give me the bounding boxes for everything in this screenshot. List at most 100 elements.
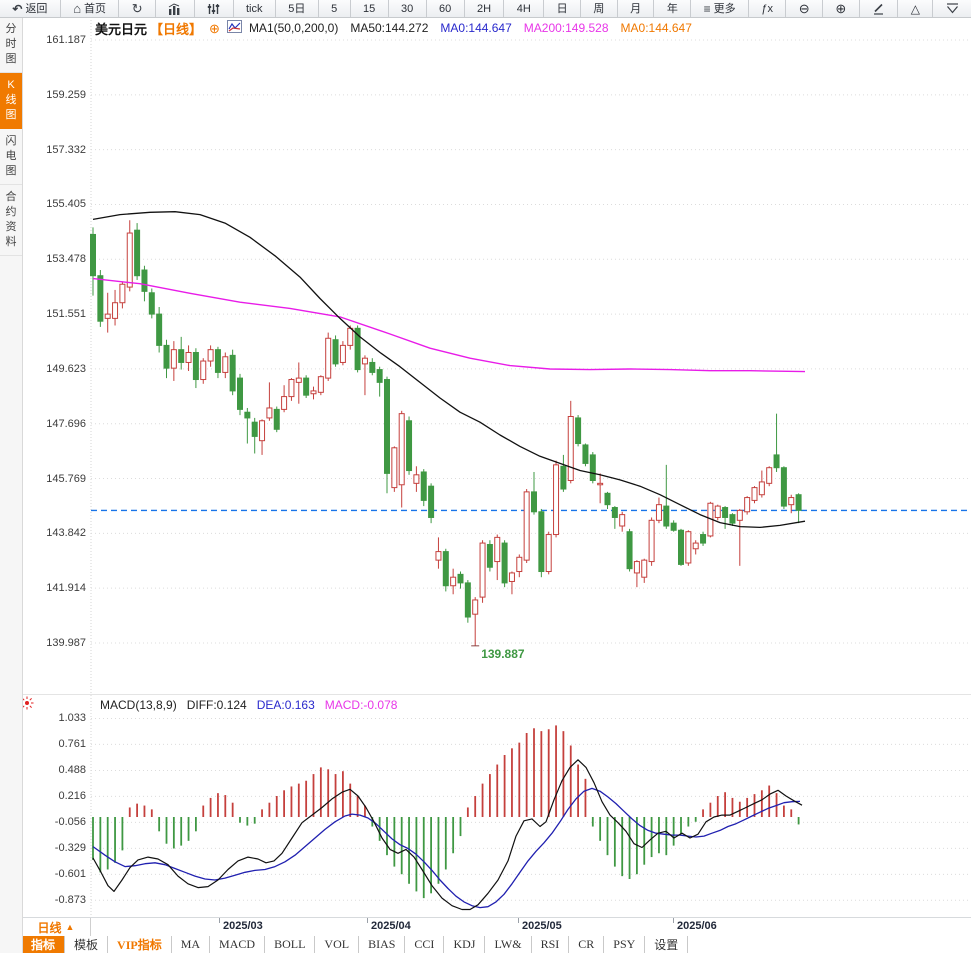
ma50-line [92, 211, 806, 529]
chart-style-button[interactable] [156, 0, 195, 17]
diff-line [92, 759, 803, 911]
x-axis-tick-2 [518, 918, 519, 923]
x-axis-tick-0 [219, 918, 220, 923]
price-tick-label-5: 151.551 [46, 308, 86, 321]
add-indicator-icon[interactable]: ⊕ [209, 20, 220, 36]
dea-line [92, 787, 801, 909]
zoom-in-button[interactable]: ⊕ [823, 0, 860, 17]
ma-legend-item-2: MA0:144.647 [440, 21, 512, 35]
macd-tick-label-1: 0.761 [58, 738, 86, 751]
tab-settings[interactable]: 设置 [645, 936, 689, 953]
draw-tool-button[interactable] [860, 0, 899, 17]
chevron-up-icon: ▲ [65, 922, 75, 932]
period-4h-button[interactable]: 4H [504, 0, 545, 17]
sidebar-item-time-chart[interactable]: 分时图 [0, 17, 22, 73]
price-tick-label-4: 153.478 [46, 253, 86, 266]
price-tick-label-0: 161.187 [46, 34, 86, 46]
period-tick-button[interactable]: tick [234, 0, 276, 17]
fx-formula-button[interactable]: ƒx [749, 0, 787, 17]
price-tick-label-7: 147.696 [46, 417, 86, 430]
zoom-out-button[interactable]: ⊖ [786, 0, 823, 17]
period-5day-button[interactable]: 5日 [276, 0, 319, 17]
macd-legend-item-0: MACD(13,8,9) [100, 698, 177, 712]
price-tick-label-10: 141.914 [46, 582, 86, 595]
x-axis-band: 日线 ▲ 2025/03 2025/04 2025/05 2025/06 [0, 917, 971, 938]
candlestick-series [90, 220, 802, 646]
macd-tick-label-2: 0.488 [58, 764, 86, 777]
mini-chart-icon [226, 20, 242, 36]
indicator-sliders-button[interactable] [195, 0, 234, 17]
macd-legend-item-3: MACD:-0.078 [324, 698, 398, 712]
tab-indicator[interactable]: 指标 [22, 936, 66, 953]
tab-cci[interactable]: CCI [405, 936, 445, 953]
period-label: 【日线】 [150, 21, 203, 37]
price-tick-label-9: 143.842 [46, 527, 86, 540]
tab-bias[interactable]: BIAS [359, 936, 406, 953]
period-selector-button[interactable]: 日线 ▲ [22, 918, 91, 936]
price-tick-label-8: 145.769 [46, 472, 86, 485]
tab-psy[interactable]: PSY [604, 936, 646, 953]
collapse-down-button[interactable] [933, 0, 971, 17]
period-2h-button[interactable]: 2H [465, 0, 505, 17]
sidebar-item-contract-info[interactable]: 合约资料 [0, 185, 22, 256]
chart-title-row: 美元日元 【日线】 ⊕ MA1(50,0,200,0) MA50:144.272 MA… [95, 20, 692, 37]
symbol-name: 美元日元 [95, 21, 148, 37]
ma-legend-item-1: MA50:144.272 [350, 21, 429, 35]
expand-up-button[interactable]: △ [898, 0, 934, 17]
tab-template[interactable]: 模板 [65, 936, 109, 953]
tab-vol[interactable]: VOL [315, 936, 360, 953]
macd-gridlines [91, 717, 968, 901]
x-axis-label-2: 2025/05 [522, 920, 562, 932]
ma-legend-item-0: MA1(50,0,200,0) [248, 21, 339, 35]
home-button[interactable]: ⌂ 首页 [61, 0, 120, 17]
price-tick-label-11: 139.987 [46, 636, 86, 649]
period-year-button[interactable]: 年 [654, 0, 692, 17]
ma-legend-item-3: MA200:149.528 [523, 21, 609, 35]
period-week-button[interactable]: 周 [581, 0, 618, 17]
macd-tick-label-3: 0.216 [58, 790, 86, 803]
period-15min-button[interactable]: 15 [351, 0, 389, 17]
tab-cr[interactable]: CR [569, 936, 605, 953]
low-price-label: 139.887 [481, 646, 525, 661]
period-5min-button[interactable]: 5 [319, 0, 351, 17]
more-button[interactable]: ≡ 更多 [691, 0, 749, 17]
price-tick-label-2: 157.332 [46, 143, 86, 156]
ma-legend: MA1(50,0,200,0) MA50:144.272 MA0:144.647 MA… [249, 21, 692, 35]
tab-lw[interactable]: LW& [485, 936, 532, 953]
sidebar-item-lightning-chart[interactable]: 闪电图 [0, 129, 22, 185]
x-axis-tick-3 [673, 918, 674, 923]
tab-rsi[interactable]: RSI [532, 936, 570, 953]
tab-boll[interactable]: BOLL [265, 936, 316, 953]
tab-kdj[interactable]: KDJ [444, 936, 486, 953]
period-60min-button[interactable]: 60 [427, 0, 465, 17]
macd-legend-item-2: DEA:0.163 [256, 698, 315, 712]
indicator-tab-bar: 指标 模板 VIP指标 MA MACD BOLL VOL BIAS CCI KDJ LW& RSI CR… [22, 936, 971, 953]
macd-tick-label-4: -0.056 [54, 816, 86, 829]
macd-legend-item-1: DIFF:0.124 [186, 698, 247, 712]
macd-tick-label-5: -0.329 [54, 842, 86, 855]
ma200-line [92, 277, 806, 373]
period-30min-button[interactable]: 30 [389, 0, 427, 17]
x-axis-tick-1 [367, 918, 368, 923]
tab-ma[interactable]: MA [172, 936, 211, 953]
macd-tick-label-6: -0.601 [54, 868, 86, 881]
price-tick-label-3: 155.405 [46, 198, 86, 211]
x-axis-label-3: 2025/06 [677, 920, 717, 932]
indicator-settings-icon[interactable] [20, 696, 34, 715]
x-axis-label-0: 2025/03 [223, 920, 263, 932]
macd-histogram [92, 725, 800, 899]
macd-legend: MACD(13,8,9) DIFF:0.124 DEA:0.163 MACD:-0.0… [100, 698, 397, 712]
back-button[interactable]: ↶ 返回 [0, 0, 61, 17]
tab-vip-indicator[interactable]: VIP指标 [108, 936, 172, 953]
tab-macd[interactable]: MACD [210, 936, 266, 953]
period-day-button[interactable]: 日 [544, 0, 581, 17]
refresh-button[interactable]: ↻ [119, 0, 157, 17]
x-axis-label-1: 2025/04 [371, 920, 411, 932]
ma-legend-item-4: MA0:144.647 [620, 21, 692, 35]
period-month-button[interactable]: 月 [618, 0, 655, 17]
